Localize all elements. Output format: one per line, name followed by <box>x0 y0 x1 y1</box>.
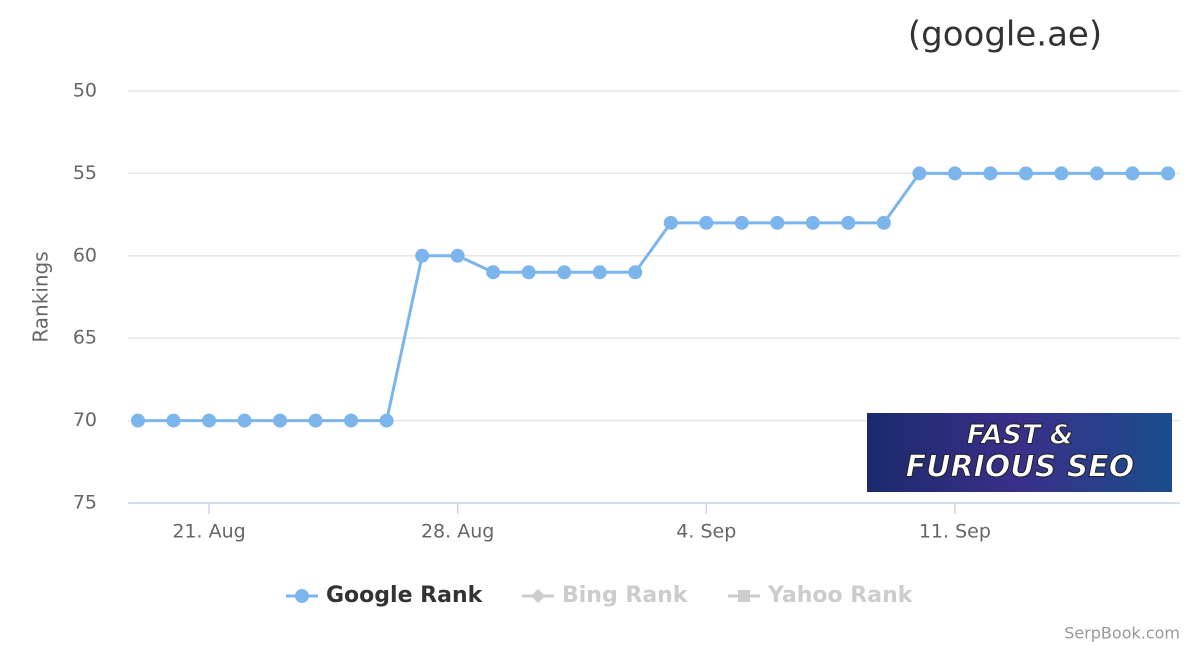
point <box>947 166 962 181</box>
y-tick-label: 65 <box>73 327 97 349</box>
series-line <box>138 171 1168 423</box>
point <box>770 215 785 230</box>
legend-label: Bing Rank <box>562 583 689 608</box>
point <box>237 413 252 428</box>
point <box>273 413 288 428</box>
point <box>805 215 820 230</box>
point <box>202 413 217 428</box>
legend-marker <box>295 589 309 603</box>
point <box>344 413 359 428</box>
x-tick-label: 4. Sep <box>676 521 736 543</box>
x-tick-label: 21. Aug <box>172 521 245 543</box>
legend-marker <box>738 590 750 602</box>
point <box>557 265 572 280</box>
banner: FAST & FURIOUS SEO <box>867 413 1172 492</box>
point <box>1018 166 1033 181</box>
point <box>628 265 643 280</box>
point <box>1125 166 1140 181</box>
point <box>166 413 181 428</box>
point <box>663 215 678 230</box>
point <box>521 265 536 280</box>
plot-area: 50 55 60 65 70 75 21. Aug 28. Aug 4. Sep 11. Sep <box>73 80 1180 543</box>
y-tick-label: 50 <box>73 80 97 102</box>
point <box>841 215 856 230</box>
legend-item[interactable]: Yahoo Rank <box>728 583 914 608</box>
point <box>379 413 394 428</box>
banner-line: FURIOUS SEO <box>906 450 1135 485</box>
legend-item[interactable]: Bing Rank <box>522 583 689 608</box>
point <box>486 265 501 280</box>
point <box>415 248 430 263</box>
legend-label: Google Rank <box>326 583 484 608</box>
point <box>1089 166 1104 181</box>
y-tick-label: 75 <box>73 492 97 514</box>
point <box>876 215 891 230</box>
legend-label: Yahoo Rank <box>767 583 914 608</box>
banner-bg <box>867 413 1172 492</box>
x-tick-label: 11. Sep <box>919 521 991 543</box>
credits[interactable]: SerpBook.com <box>1064 624 1180 643</box>
point <box>1054 166 1069 181</box>
legend-marker <box>531 589 545 603</box>
point <box>699 215 714 230</box>
y-tick-label: 55 <box>73 162 97 184</box>
point <box>1161 166 1175 181</box>
point <box>912 166 927 181</box>
y-tick-label: 70 <box>73 409 97 431</box>
point <box>308 413 323 428</box>
chart-title: (google.ae) <box>908 15 1102 55</box>
point <box>592 265 607 280</box>
y-axis-title: Rankings <box>29 251 53 342</box>
point <box>734 215 749 230</box>
y-tick-label: 60 <box>73 244 97 266</box>
legend-item[interactable]: Google Rank <box>286 583 484 608</box>
point <box>131 413 145 428</box>
banner-line: FAST & <box>967 420 1074 451</box>
point <box>450 248 465 263</box>
point <box>983 166 998 181</box>
x-tick-label: 28. Aug <box>421 521 494 543</box>
